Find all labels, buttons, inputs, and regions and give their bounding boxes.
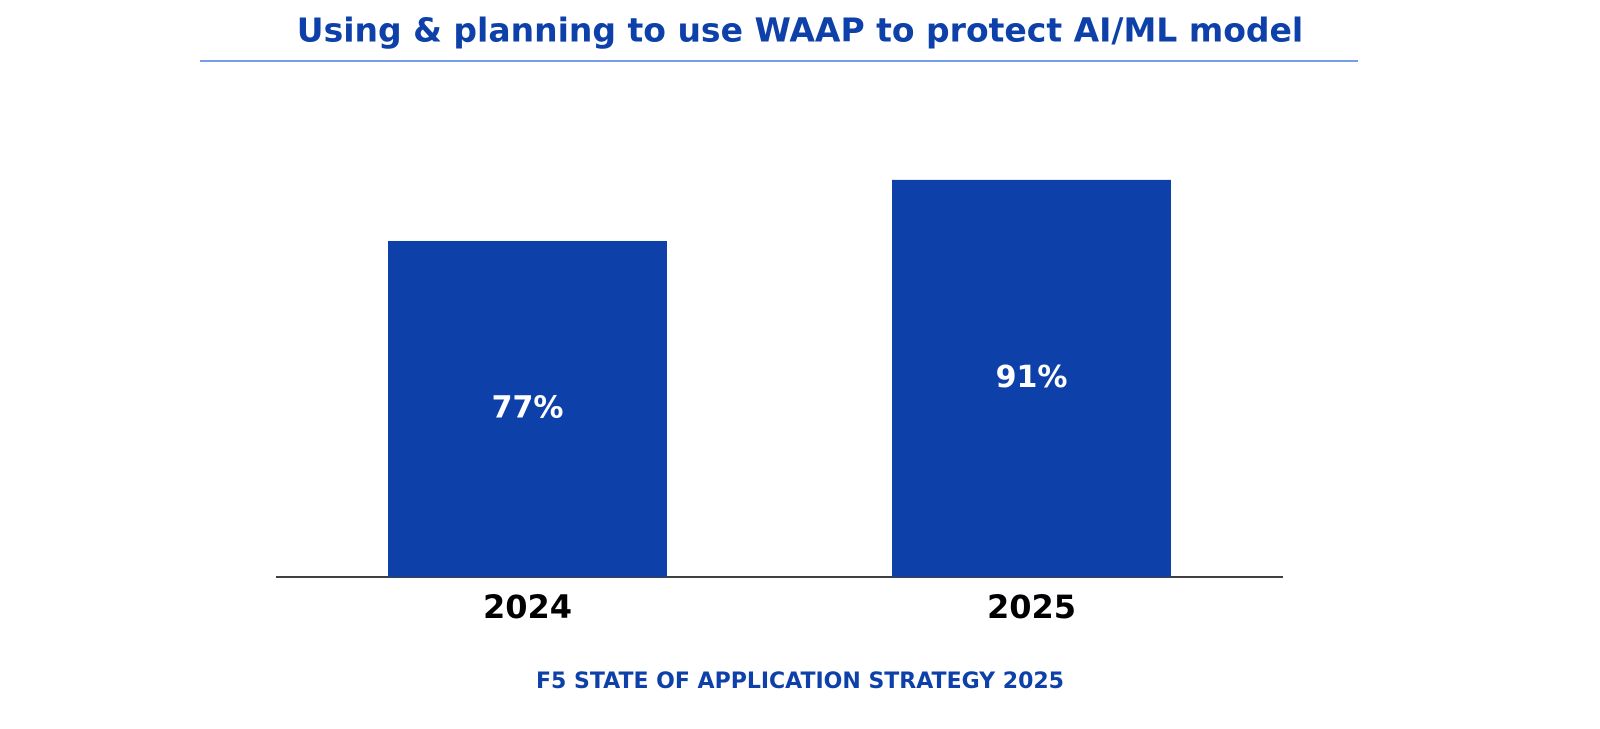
value-label: 77% xyxy=(492,390,564,425)
value-label: 91% xyxy=(996,360,1068,395)
chart-title: Using & planning to use WAAP to protect … xyxy=(297,11,1303,50)
source: F5 STATE OF APPLICATION STRATEGY 2025 xyxy=(536,669,1064,694)
bar xyxy=(388,240,667,578)
x-tick-label: 2024 xyxy=(483,588,572,626)
bar xyxy=(892,179,1171,577)
x-tick-label: 2025 xyxy=(987,588,1076,626)
